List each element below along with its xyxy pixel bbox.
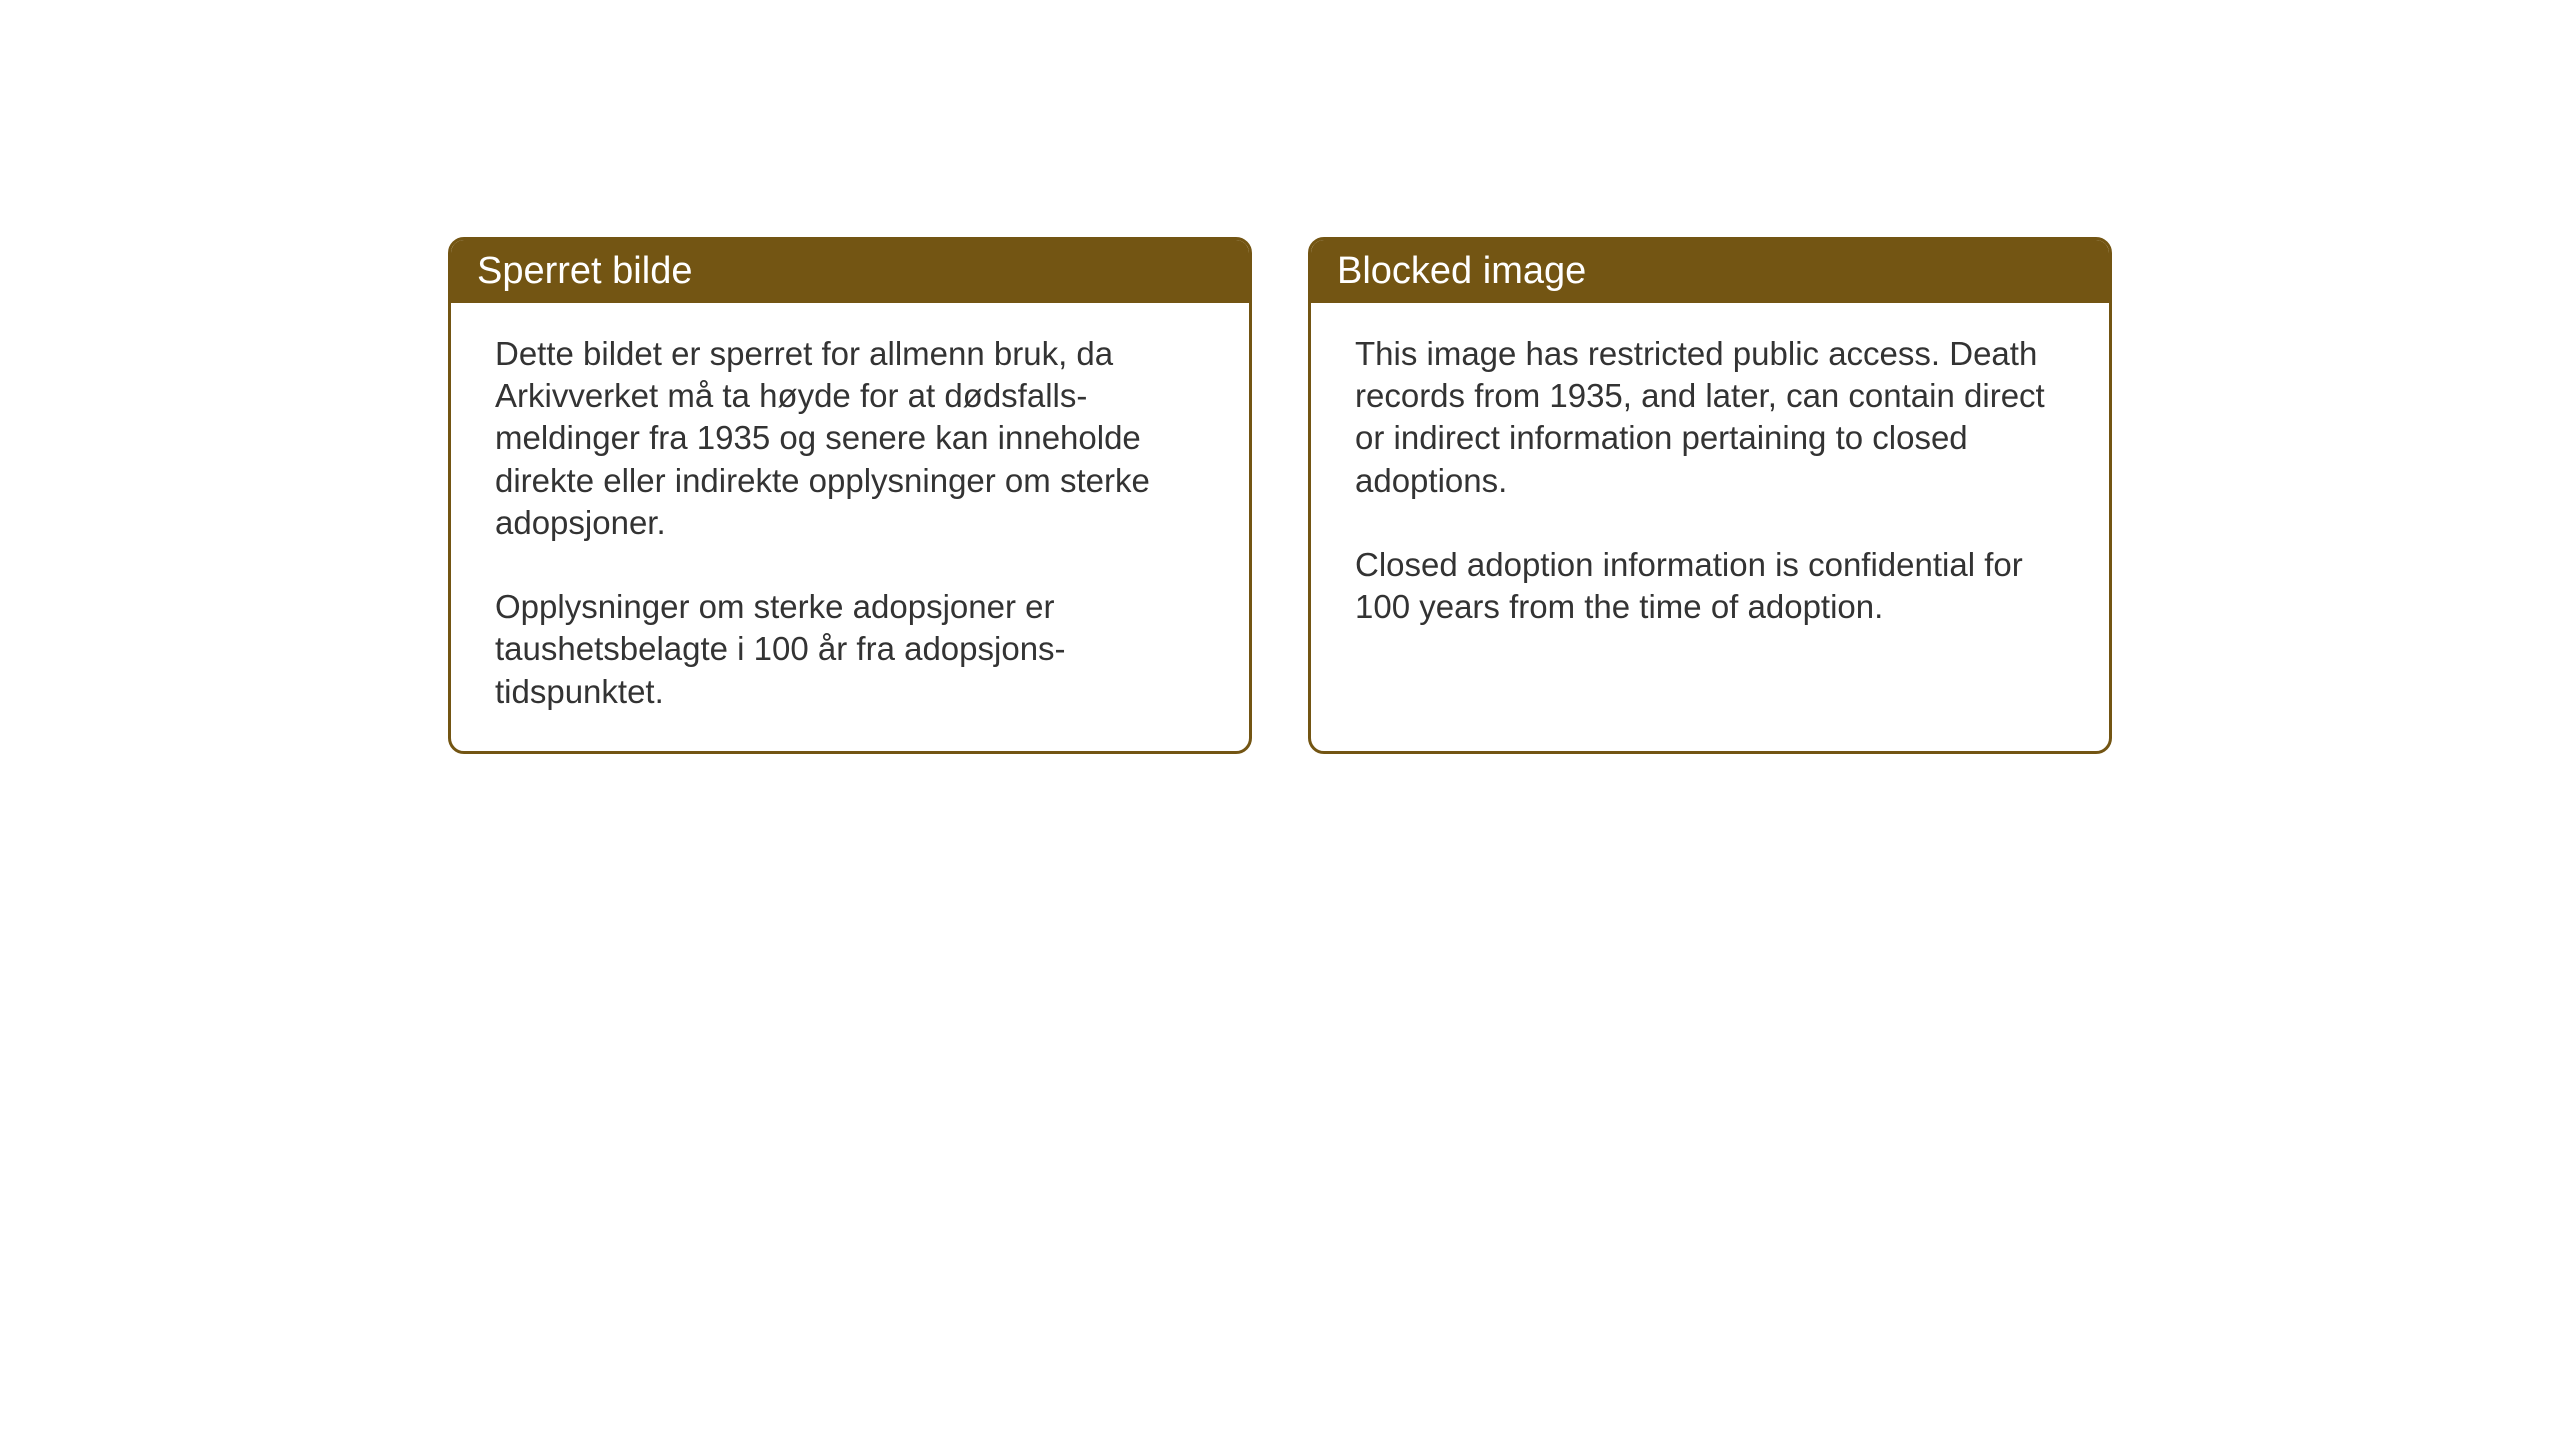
card-title: Sperret bilde	[477, 250, 692, 292]
cards-container: Sperret bilde Dette bildet er sperret fo…	[448, 237, 2112, 754]
card-body-english: This image has restricted public access.…	[1311, 303, 2109, 743]
card-paragraph: Closed adoption information is confident…	[1355, 544, 2065, 628]
card-english: Blocked image This image has restricted …	[1308, 237, 2112, 754]
card-body-norwegian: Dette bildet er sperret for allmenn bruk…	[451, 303, 1249, 751]
card-paragraph: Opplysninger om sterke adopsjoner er tau…	[495, 586, 1205, 713]
card-title: Blocked image	[1337, 250, 1586, 292]
card-paragraph: Dette bildet er sperret for allmenn bruk…	[495, 333, 1205, 544]
card-norwegian: Sperret bilde Dette bildet er sperret fo…	[448, 237, 1252, 754]
card-header-norwegian: Sperret bilde	[451, 240, 1249, 303]
card-header-english: Blocked image	[1311, 240, 2109, 303]
card-paragraph: This image has restricted public access.…	[1355, 333, 2065, 502]
